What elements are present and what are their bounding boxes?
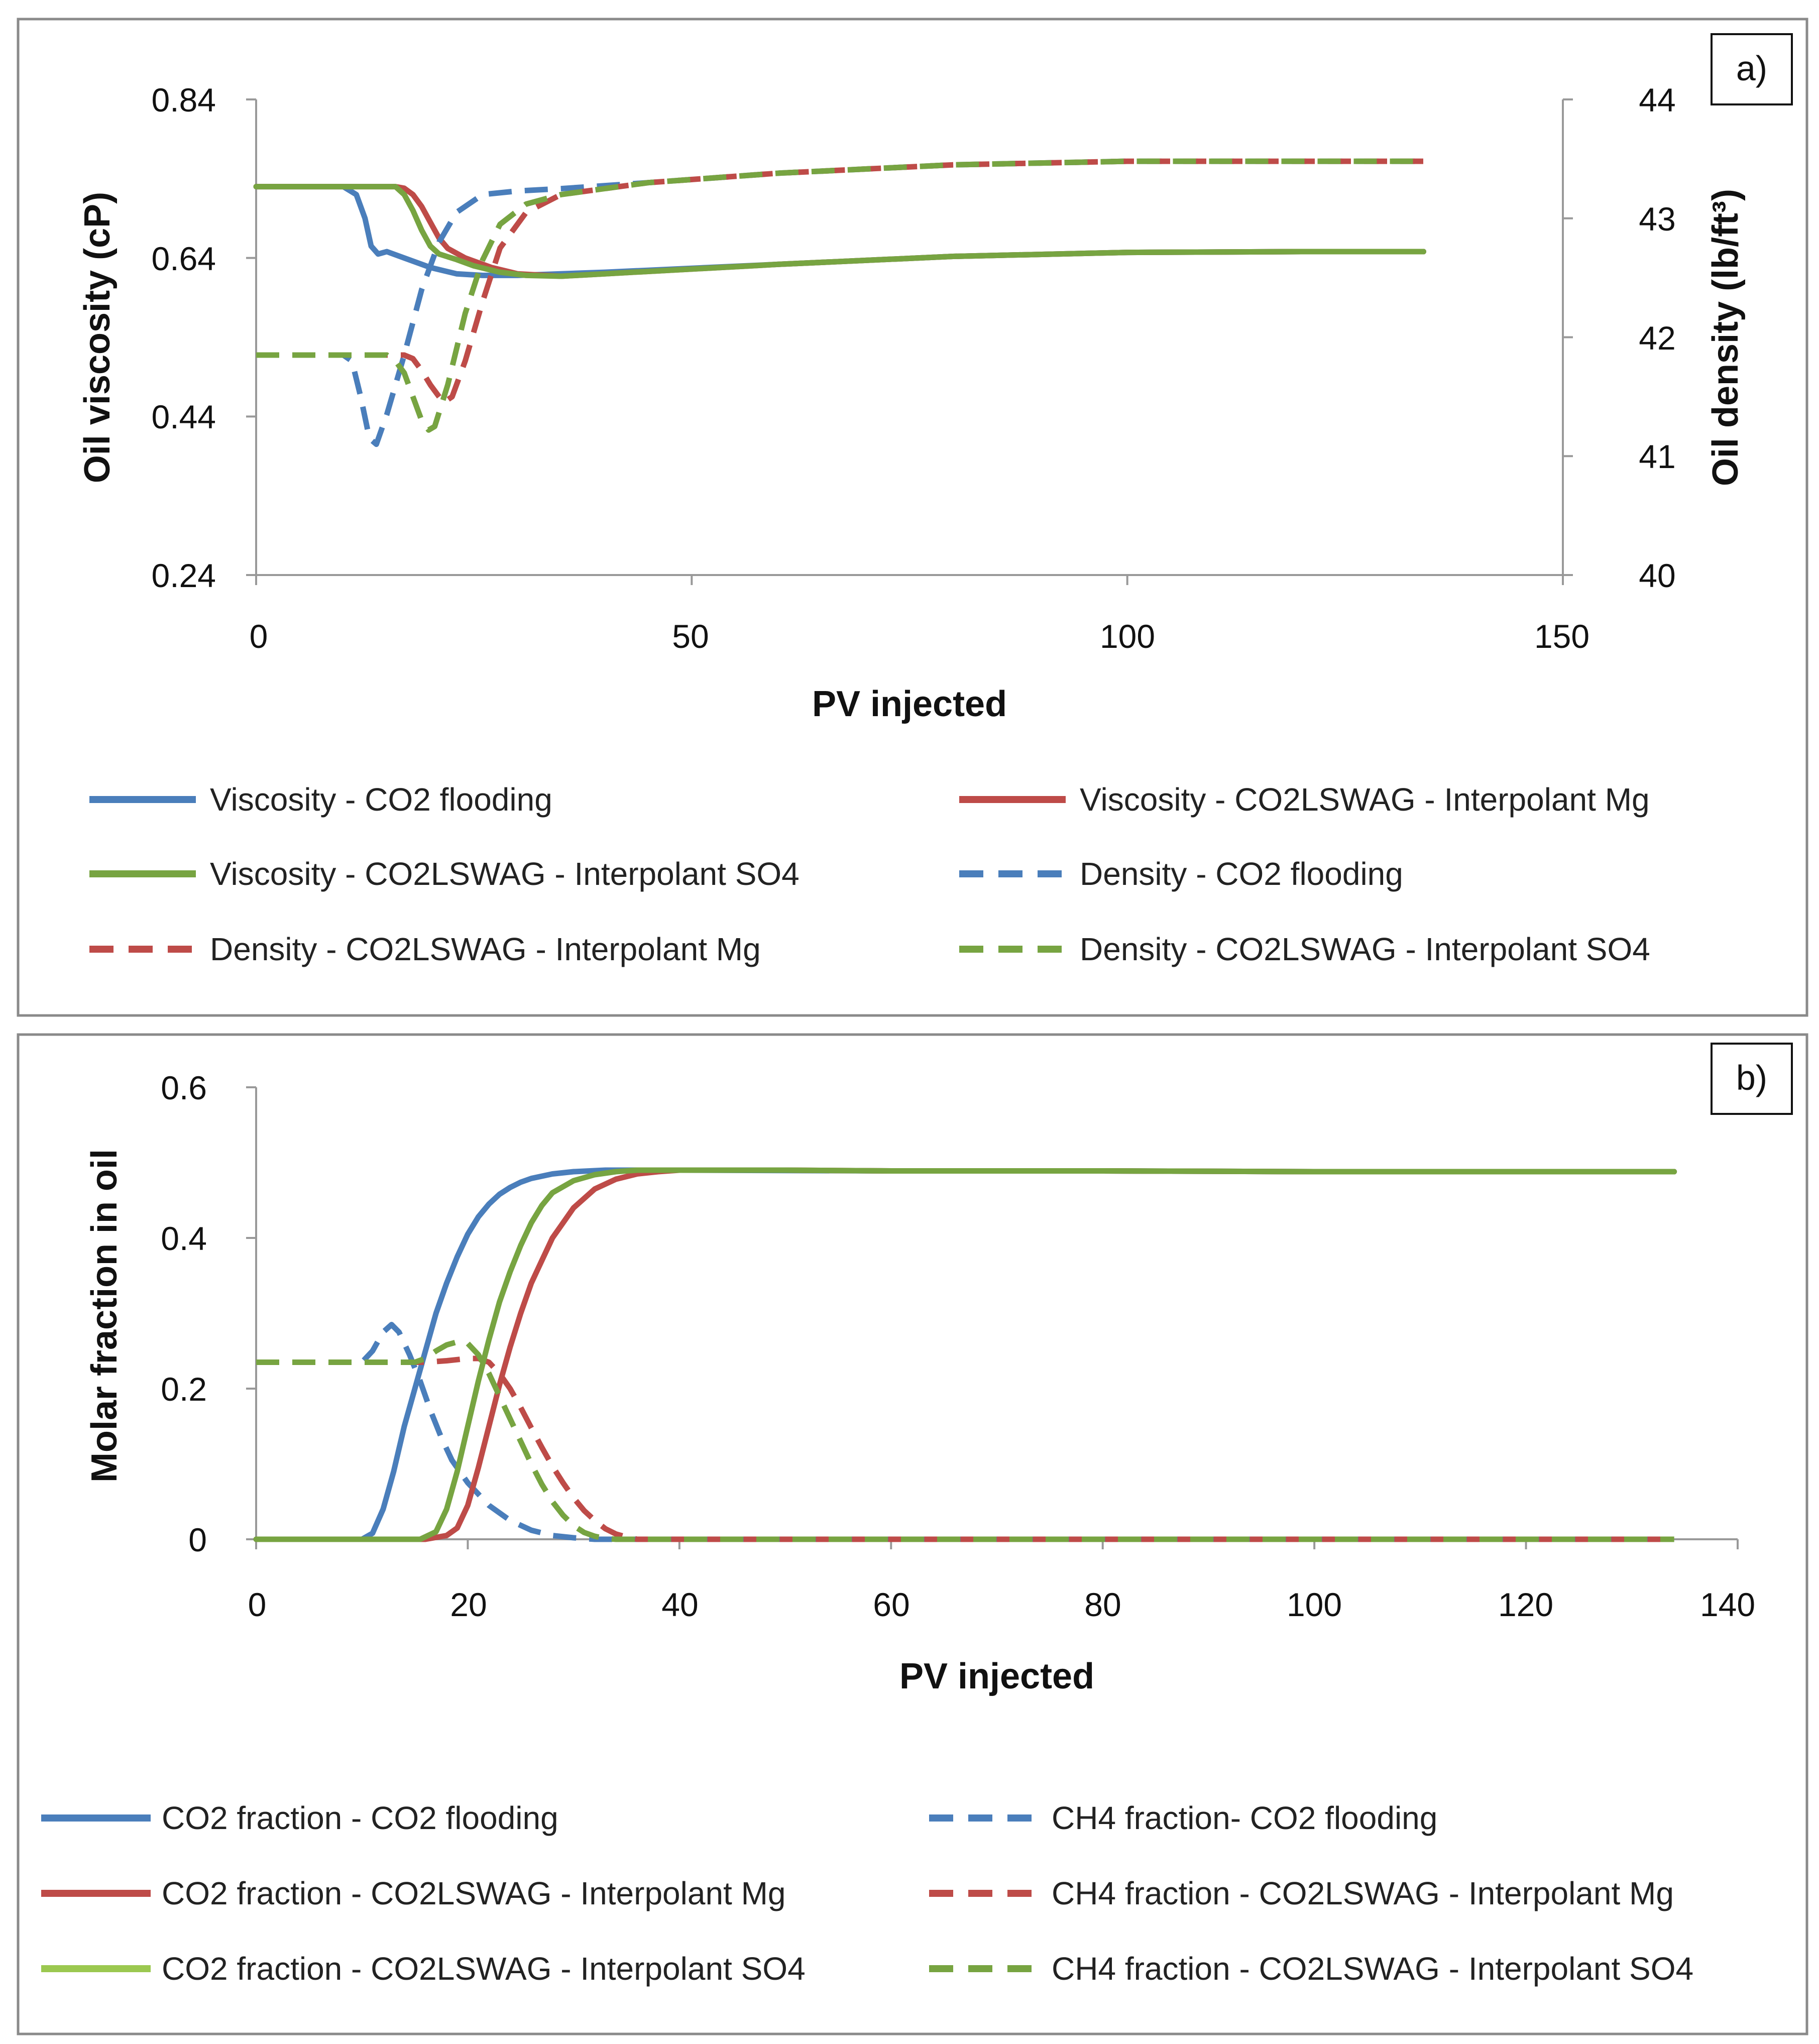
a-y-tick-label: 0.24 xyxy=(152,557,216,594)
panel-b-label: b) xyxy=(1736,1058,1767,1097)
a-y-tick-label: 0.44 xyxy=(152,398,216,435)
b-x-tick-label: 0 xyxy=(248,1586,267,1623)
a-legend-label-5: Density - CO2LSWAG - Interpolant SO4 xyxy=(1080,931,1650,967)
a-series-line-5 xyxy=(256,158,1424,433)
panel-a-label: a) xyxy=(1736,49,1767,88)
b-y-axis-title: Molar fraction in oil xyxy=(84,1149,125,1483)
a-x-tick-label: 150 xyxy=(1534,618,1589,655)
a-y2-tick-label: 43 xyxy=(1639,200,1675,238)
a-y2-tick-label: 44 xyxy=(1639,81,1675,119)
b-x-tick-label: 60 xyxy=(873,1586,910,1623)
a-x-tick-label: 0 xyxy=(250,618,268,655)
b-legend-label-1: CH4 fraction- CO2 flooding xyxy=(1052,1800,1437,1836)
a-y-tick-label: 0.84 xyxy=(152,81,216,119)
a-legend-label-1: Viscosity - CO2LSWAG - Interpolant Mg xyxy=(1080,781,1650,818)
b-x-tick-label: 100 xyxy=(1287,1586,1342,1623)
b-legend-label-0: CO2 fraction - CO2 flooding xyxy=(162,1800,558,1836)
a-y-tick-label: 0.64 xyxy=(152,240,216,277)
b-x-tick-label: 120 xyxy=(1498,1586,1553,1623)
b-y-tick-label: 0.6 xyxy=(161,1069,207,1106)
a-y2-tick-label: 40 xyxy=(1639,557,1675,594)
b-legend-label-2: CO2 fraction - CO2LSWAG - Interpolant Mg xyxy=(162,1875,786,1911)
b-x-tick-label: 140 xyxy=(1700,1586,1755,1623)
panel-b-frame xyxy=(17,1033,1808,2035)
a-x-axis-title: PV injected xyxy=(812,684,1007,724)
b-y-tick-label: 0 xyxy=(188,1521,207,1558)
a-y-axis-title: Oil viscosity (cP) xyxy=(77,192,118,483)
b-series-line-5 xyxy=(256,1339,1674,1542)
panel-a-label-box xyxy=(1711,33,1793,105)
panel-b-label-box xyxy=(1711,1043,1793,1115)
b-y-tick-label: 0.2 xyxy=(161,1371,207,1408)
a-legend-label-0: Viscosity - CO2 flooding xyxy=(210,781,552,818)
a-y2-axis-title: Oil density (lb/ft³) xyxy=(1706,189,1746,486)
b-x-axis-title: PV injected xyxy=(899,1656,1094,1696)
a-y2-tick-label: 41 xyxy=(1639,438,1675,475)
b-legend-label-5: CH4 fraction - CO2LSWAG - Interpolant SO… xyxy=(1052,1951,1693,1987)
a-x-tick-label: 50 xyxy=(672,618,709,655)
b-x-tick-label: 40 xyxy=(661,1586,698,1623)
a-legend-label-3: Density - CO2 flooding xyxy=(1080,856,1403,892)
a-x-tick-label: 100 xyxy=(1100,618,1155,655)
a-series-line-2 xyxy=(253,184,1426,279)
b-series-line-4 xyxy=(253,1167,1677,1542)
a-y2-tick-label: 42 xyxy=(1639,319,1675,357)
a-legend-label-2: Viscosity - CO2LSWAG - Interpolant SO4 xyxy=(210,856,800,892)
b-legend-label-4: CO2 fraction - CO2LSWAG - Interpolant SO… xyxy=(162,1951,806,1987)
a-legend-label-4: Density - CO2LSWAG - Interpolant Mg xyxy=(210,931,761,967)
b-x-tick-label: 80 xyxy=(1084,1586,1121,1623)
b-y-tick-label: 0.4 xyxy=(161,1220,207,1257)
b-legend-label-3: CH4 fraction - CO2LSWAG - Interpolant Mg xyxy=(1052,1875,1674,1911)
b-x-tick-label: 20 xyxy=(450,1586,487,1623)
a-series-line-4 xyxy=(256,158,1424,406)
